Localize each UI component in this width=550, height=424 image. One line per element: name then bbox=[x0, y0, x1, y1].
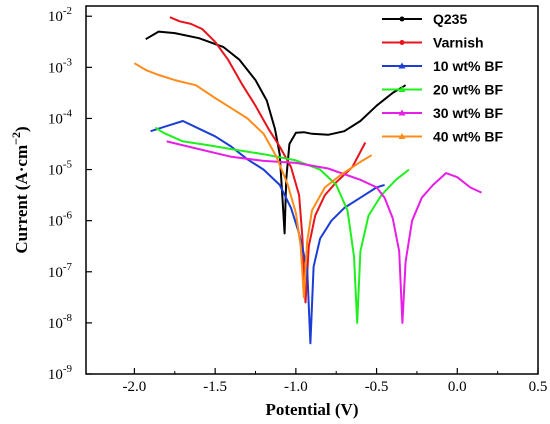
data-series-group bbox=[133, 16, 482, 345]
legend-label-10-wt-bf: 10 wt% BF bbox=[433, 58, 503, 74]
x-tick-label: -2.0 bbox=[123, 379, 147, 395]
x-tick-label: 0.5 bbox=[529, 379, 548, 395]
x-tick-label: 0.0 bbox=[448, 379, 467, 395]
axis-ticks-group: -2.0 -1.5 -1.0 -0.5 0.0 0.5 10-9 10-8 10-7 10-6 10… bbox=[48, 5, 548, 395]
y-axis-title: Current (A·cm−2) bbox=[9, 126, 31, 253]
legend-marker-10-wt-bf bbox=[398, 62, 406, 69]
legend-label-varnish: Varnish bbox=[433, 35, 484, 51]
y-axis-title-close: ) bbox=[12, 126, 31, 132]
legend: Q235 Varnish 10 wt% BF 20 wt% BF 30 wt% BF 40… bbox=[382, 11, 503, 145]
legend-marker-40-wt-bf bbox=[398, 133, 406, 139]
y-axis-title-exponent: −2 bbox=[9, 132, 23, 145]
legend-label-q235: Q235 bbox=[433, 11, 467, 27]
y-tick-label: 10-9 bbox=[48, 363, 73, 383]
x-tick-label: -1.5 bbox=[203, 379, 227, 395]
series-line-30-wt-bf bbox=[166, 140, 482, 324]
y-tick-label: 10-7 bbox=[48, 261, 73, 281]
legend-label-30-wt-bf: 30 wt% BF bbox=[433, 105, 503, 121]
legend-marker-q235 bbox=[399, 16, 405, 22]
y-tick-label: 10-8 bbox=[48, 312, 73, 332]
series-line-q235 bbox=[145, 30, 407, 235]
x-axis-title: Potential (V) bbox=[265, 400, 358, 419]
y-tick-label: 10-3 bbox=[48, 56, 73, 76]
legend-marker-20-wt-bf bbox=[398, 86, 406, 92]
y-tick-label: 10-2 bbox=[48, 5, 72, 25]
y-tick-label: 10-4 bbox=[48, 107, 73, 127]
series-line-20-wt-bf bbox=[154, 126, 410, 324]
series-line-varnish bbox=[169, 16, 367, 304]
legend-label-40-wt-bf: 40 wt% BF bbox=[433, 129, 503, 145]
series-line-10-wt-bf bbox=[150, 120, 385, 345]
legend-marker-varnish bbox=[399, 40, 405, 45]
x-tick-label: -1.0 bbox=[284, 379, 308, 395]
plot-frame bbox=[85, 5, 539, 375]
series-line-40-wt-bf bbox=[133, 62, 373, 299]
legend-marker-30-wt-bf bbox=[398, 109, 406, 116]
y-axis-title-main: Current (A·cm bbox=[12, 145, 31, 254]
y-tick-label: 10-5 bbox=[48, 159, 73, 179]
y-tick-label: 10-6 bbox=[48, 210, 73, 230]
legend-label-20-wt-bf: 20 wt% BF bbox=[433, 82, 503, 98]
x-tick-label: -0.5 bbox=[365, 379, 389, 395]
